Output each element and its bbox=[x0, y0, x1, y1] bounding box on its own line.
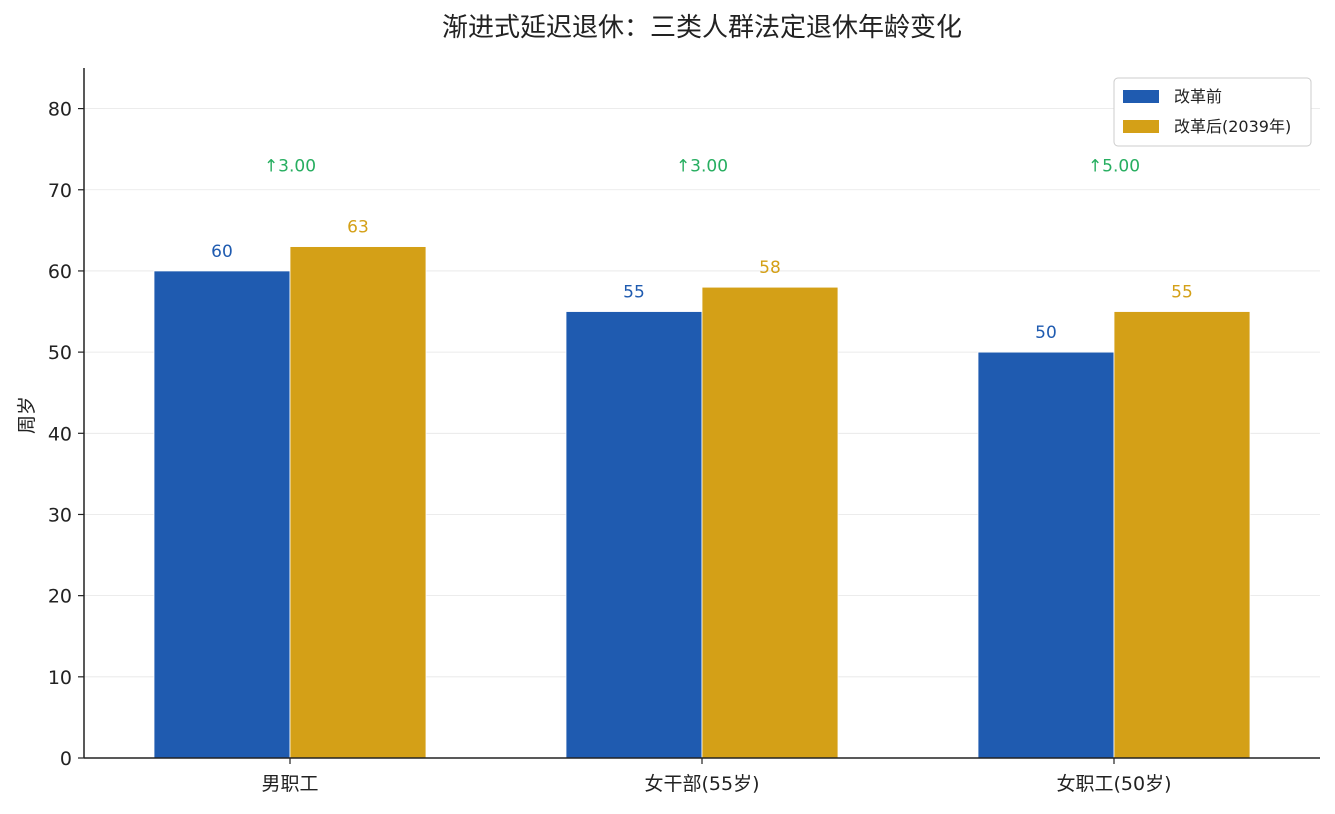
bar bbox=[153, 270, 291, 759]
y-tick-label: 30 bbox=[48, 504, 72, 526]
y-tick-label: 60 bbox=[48, 261, 72, 283]
bar bbox=[289, 246, 427, 759]
bar-value-label: 55 bbox=[623, 283, 645, 303]
y-tick-label: 0 bbox=[60, 748, 72, 770]
legend-swatch bbox=[1123, 90, 1159, 103]
bar-value-label: 60 bbox=[211, 242, 233, 262]
bar bbox=[1113, 311, 1251, 759]
x-tick-label: 女职工(50岁) bbox=[1056, 773, 1171, 795]
bar-value-label: 63 bbox=[347, 218, 369, 238]
legend-label: 改革后(2039年) bbox=[1174, 117, 1291, 136]
delta-label: ↑3.00 bbox=[676, 156, 728, 176]
bar-value-label: 58 bbox=[759, 258, 781, 278]
y-tick-label: 70 bbox=[48, 180, 72, 202]
bar bbox=[565, 311, 703, 759]
legend-box bbox=[1113, 77, 1312, 147]
bars bbox=[153, 246, 1251, 759]
delta-label: ↑3.00 bbox=[264, 156, 316, 176]
delta-label: ↑5.00 bbox=[1088, 156, 1140, 176]
y-tick-label: 80 bbox=[48, 99, 72, 121]
legend-swatch bbox=[1123, 120, 1159, 133]
y-tick-label: 20 bbox=[48, 586, 72, 608]
chart-title: 渐进式延迟退休：三类人群法定退休年龄变化 bbox=[442, 13, 962, 43]
y-tick-label: 40 bbox=[48, 423, 72, 445]
bar-value-label: 50 bbox=[1035, 323, 1057, 343]
y-tick-label: 10 bbox=[48, 667, 72, 689]
x-tick-label: 女干部(55岁) bbox=[644, 773, 759, 795]
bar bbox=[977, 351, 1115, 759]
x-tick-label: 男职工 bbox=[261, 773, 318, 795]
bar-value-label: 55 bbox=[1171, 283, 1193, 303]
y-axis-label: 周岁 bbox=[16, 396, 38, 434]
axes: 0 10 20 30 40 50 60 70 80 男职工 女干部(55岁) 女职工(50岁) bbox=[48, 68, 1320, 795]
data-labels: 60 63 ↑3.00 55 58 ↑3.00 50 55 ↑5.00 bbox=[211, 156, 1193, 343]
legend-label: 改革前 bbox=[1174, 87, 1222, 106]
bar bbox=[701, 286, 839, 759]
y-tick-label: 50 bbox=[48, 342, 72, 364]
